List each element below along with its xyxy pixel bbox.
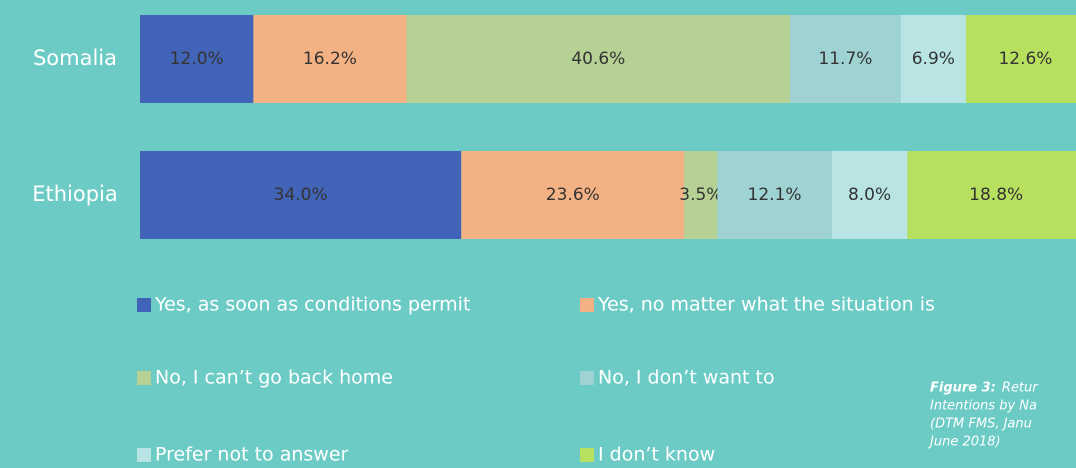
legend-label: Yes, no matter what the situation is [597,294,935,316]
value-label: 18.8% [969,185,1023,205]
bar-segment [790,15,901,103]
legend-swatch [580,371,594,385]
legend-swatch [137,298,151,312]
caption-line: (DTM FMS, Janu [930,417,1032,432]
legend-swatch [137,371,151,385]
legend-swatch [137,448,151,462]
bar-segment [717,151,832,239]
bar-segment [406,15,791,103]
bar-segment [461,151,685,239]
value-label: 11.7% [818,49,872,69]
caption-line: Retur [1002,381,1039,396]
legend-label: Yes, as soon as conditions permit [154,294,470,316]
caption-line: Intentions by Na [930,399,1037,414]
value-label: 3.5% [679,185,722,205]
legend-label: I don’t know [598,444,715,466]
value-label: 16.2% [303,49,357,69]
value-label: 6.9% [912,49,955,69]
category-label: Somalia [33,46,117,70]
bar-segment [900,15,966,103]
category-label: Ethiopia [32,182,118,206]
caption-label: Figure 3: [930,381,996,396]
value-label: 40.6% [571,49,625,69]
value-label: 12.1% [748,185,802,205]
legend-swatch [580,448,594,462]
legend-swatch [580,298,594,312]
bar-segment [965,15,1076,103]
bar-segment [140,151,462,239]
bar-segment [684,151,718,239]
bar-segment [140,15,254,103]
value-label: 23.6% [546,185,600,205]
legend-label: Prefer not to answer [155,444,349,466]
bar-segment [253,15,407,103]
value-label: 12.0% [170,49,224,69]
bar-segment [907,151,1076,239]
legend-label: No, I don’t want to [598,367,775,389]
bar-segment [831,151,908,239]
legend-label: No, I can’t go back home [155,367,393,389]
value-label: 12.6% [998,49,1052,69]
caption-line: June 2018) [927,435,1001,450]
value-label: 8.0% [848,185,891,205]
value-label: 34.0% [274,185,328,205]
